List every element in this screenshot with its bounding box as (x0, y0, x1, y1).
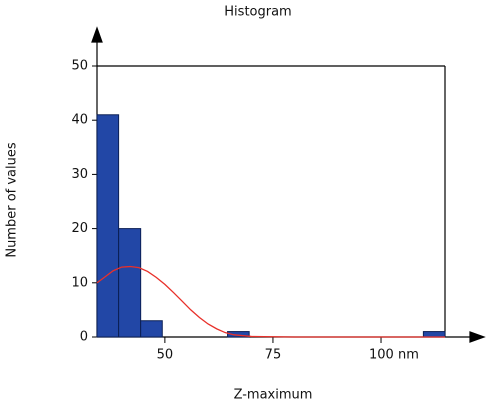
y-tick-label: 0 (80, 330, 88, 345)
bar (96, 114, 120, 338)
bar (227, 331, 250, 338)
fit-curve (96, 265, 445, 338)
y-axis-label: Number of values (5, 142, 20, 258)
y-tick-label: 30 (71, 167, 88, 182)
x-axis-label: Z-maximum (234, 388, 313, 403)
axes (91, 26, 486, 343)
y-tick-label: 50 (71, 59, 88, 74)
x-tick-label: 75 (265, 348, 282, 363)
bar (118, 228, 142, 338)
x-tick-label: 50 (157, 348, 174, 363)
chart-title: Histogram (224, 5, 291, 20)
y-tick-label: 20 (71, 221, 88, 236)
y-tick-label: 40 (71, 113, 88, 128)
x-tick-label: 100 nm (369, 348, 419, 363)
bar (140, 320, 163, 338)
y-tick-label: 10 (71, 275, 88, 290)
bar (422, 331, 446, 338)
